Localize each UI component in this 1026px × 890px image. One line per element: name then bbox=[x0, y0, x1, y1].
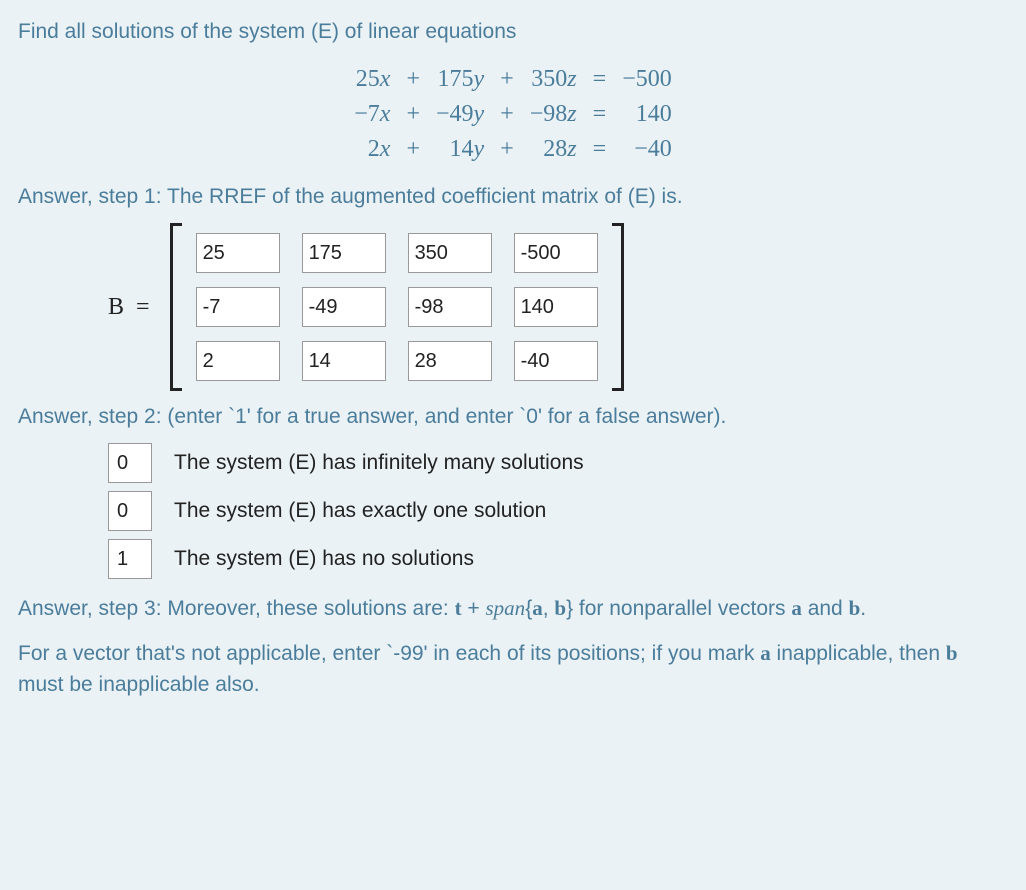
problem-prompt: Find all solutions of the system (E) of … bbox=[18, 20, 1008, 44]
matrix-cell[interactable] bbox=[514, 287, 598, 327]
matrix-cell[interactable] bbox=[302, 341, 386, 381]
tf-input[interactable] bbox=[108, 443, 152, 483]
matrix-cell[interactable] bbox=[408, 287, 492, 327]
matrix-cell[interactable] bbox=[408, 233, 492, 273]
tf-input[interactable] bbox=[108, 491, 152, 531]
tf-option-row: The system (E) has no solutions bbox=[108, 539, 1008, 579]
matrix-cell[interactable] bbox=[196, 233, 280, 273]
tf-input[interactable] bbox=[108, 539, 152, 579]
step1-label: Answer, step 1: The RREF of the augmente… bbox=[18, 185, 1008, 209]
tf-option-row: The system (E) has infinitely many solut… bbox=[108, 443, 1008, 483]
tf-option-row: The system (E) has exactly one solution bbox=[108, 491, 1008, 531]
matrix-cell[interactable] bbox=[196, 341, 280, 381]
matrix-cell[interactable] bbox=[302, 287, 386, 327]
matrix-grid bbox=[182, 223, 612, 391]
equation-row: 25x + 175y + 350z = −500 bbox=[344, 62, 681, 97]
tf-option-text: The system (E) has infinitely many solut… bbox=[174, 451, 584, 475]
equation-system: 25x + 175y + 350z = −500 −7x + −49y + −9… bbox=[344, 62, 681, 167]
note-text: For a vector that's not applicable, ente… bbox=[18, 638, 1008, 700]
matrix-cell[interactable] bbox=[514, 233, 598, 273]
matrix-cell[interactable] bbox=[408, 341, 492, 381]
step2-label: Answer, step 2: (enter `1' for a true an… bbox=[18, 405, 1008, 429]
step3-text: Answer, step 3: Moreover, these solution… bbox=[18, 593, 1008, 624]
matrix-cell[interactable] bbox=[196, 287, 280, 327]
matrix-label: B = bbox=[108, 294, 150, 321]
equation-row: −7x + −49y + −98z = 140 bbox=[344, 97, 681, 132]
equation-row: 2x + 14y + 28z = −40 bbox=[344, 132, 681, 167]
matrix-b: B = bbox=[108, 223, 1008, 391]
tf-option-text: The system (E) has exactly one solution bbox=[174, 499, 546, 523]
bracket-left-icon bbox=[170, 223, 182, 391]
tf-option-text: The system (E) has no solutions bbox=[174, 547, 474, 571]
matrix-cell[interactable] bbox=[302, 233, 386, 273]
matrix-cell[interactable] bbox=[514, 341, 598, 381]
bracket-right-icon bbox=[612, 223, 624, 391]
